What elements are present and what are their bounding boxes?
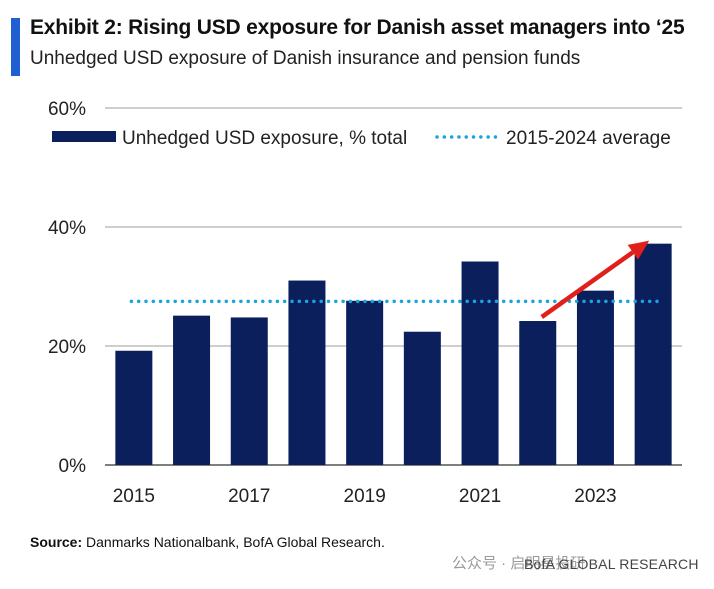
brand-footer: BofA GLOBAL RESEARCH [524,556,699,572]
source-text: Danmarks Nationalbank, BofA Global Resea… [82,534,385,550]
source-label: Source: [30,534,83,550]
bar-chart: 0% 20% 40% 60% 2015 2017 2019 2021 2023 Unhedged … [48,99,682,507]
bar [288,280,326,465]
exhibit-title: Exhibit 2: Rising USD exposure for Danis… [30,16,685,39]
bar [115,350,153,465]
bar [230,317,268,465]
legend-swatch-bars [52,131,116,142]
x-tick-label: 2023 [574,486,616,507]
x-tick-label: 2017 [228,486,270,507]
bar [346,300,384,465]
legend-label-average: 2015-2024 average [506,128,671,149]
title-accent-bar [11,18,20,76]
x-tick-label: 2019 [344,486,386,507]
trend-arrow [540,250,635,319]
trend-arrowhead [627,240,650,260]
legend-label-bars: Unhedged USD exposure, % total [122,128,407,149]
source-note: Source: Danmarks Nationalbank, BofA Glob… [30,534,385,550]
y-tick-label: 0% [59,456,87,477]
bar [173,315,211,465]
bar [576,290,614,465]
x-tick-label: 2015 [113,486,155,507]
y-tick-label: 60% [48,99,86,120]
watermark-text: 公众号 · 启明星投研 [452,555,586,572]
bar [634,243,672,465]
y-tick-label: 20% [48,337,86,358]
y-tick-label: 40% [48,218,86,239]
exhibit-subtitle: Unhedged USD exposure of Danish insuranc… [30,48,581,69]
bar [403,331,441,465]
bar [461,261,499,465]
bar [519,321,557,465]
x-tick-label: 2021 [459,486,501,507]
